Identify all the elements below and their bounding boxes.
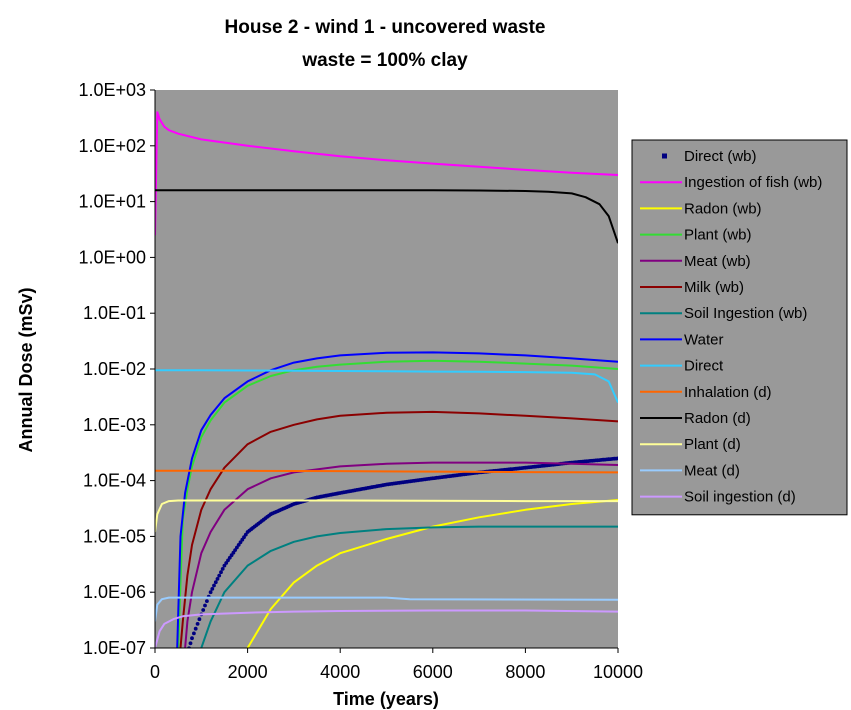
data-point	[208, 590, 213, 595]
series-line-radon-d	[155, 189, 618, 244]
legend-label: Radon (wb)	[684, 200, 762, 217]
y-tick-label: 1.0E-05	[83, 526, 146, 546]
legend-label: Water	[684, 331, 723, 348]
data-point	[192, 631, 196, 636]
data-point	[616, 456, 618, 461]
data-point	[219, 570, 223, 575]
y-tick-label: 1.0E-06	[83, 582, 146, 602]
chart-subtitle: waste = 100% clay	[301, 50, 468, 71]
series-line-direct	[155, 369, 618, 404]
legend-box	[631, 139, 848, 516]
data-point	[195, 622, 200, 626]
legend-label: Plant (d)	[684, 436, 741, 453]
x-axis-title: Time (years)	[333, 689, 439, 709]
y-tick-label: 1.0E-07	[83, 638, 146, 658]
data-point	[213, 580, 218, 585]
legend-label: Direct	[684, 358, 724, 375]
x-tick-label: 2000	[228, 662, 268, 682]
legend-label: Ingestion of fish (wb)	[684, 174, 822, 191]
legend-label: Direct (wb)	[684, 148, 757, 165]
y-axis-title: Annual Dose (mSv)	[16, 287, 36, 452]
x-tick-label: 8000	[505, 662, 545, 682]
y-tick-label: 1.0E+02	[78, 136, 146, 156]
x-tick-label: 6000	[413, 662, 453, 682]
data-point	[205, 599, 209, 603]
legend-swatch	[662, 153, 667, 159]
legend-label: Inhalation (d)	[684, 384, 772, 401]
data-point	[190, 636, 194, 641]
series-line-ingestion-of-fish-wb	[155, 111, 618, 236]
axes-layer: 1.0E-07 1.0E-06 1.0E-05 1.0E-04 1.0E-03 1.0E-…	[78, 80, 643, 682]
data-point	[217, 573, 222, 578]
data-point	[188, 641, 193, 646]
y-tick-label: 1.0E-01	[83, 303, 146, 323]
data-point	[215, 577, 220, 581]
y-tick-label: 1.0E+01	[78, 192, 146, 212]
y-tick-label: 1.0E+00	[78, 247, 146, 267]
series-line-plant-d	[155, 499, 618, 533]
data-point	[210, 587, 215, 591]
series-line-water	[176, 351, 618, 648]
series-line-soil-ingestion-d	[155, 609, 618, 648]
y-tick-label: 1.0E-02	[83, 359, 146, 379]
series-line-soil-ingestion-wb	[200, 525, 618, 648]
chart-title: House 2 - wind 1 - uncovered waste	[225, 17, 546, 38]
series-line-milk-wb	[179, 410, 618, 648]
data-point	[193, 626, 198, 631]
legend-label: Meat (wb)	[684, 253, 751, 270]
x-tick-label: 10000	[593, 662, 643, 682]
data-point	[186, 652, 190, 656]
series-line-radon-wb	[246, 499, 618, 648]
data-point	[212, 583, 216, 588]
legend: Direct (wb) Ingestion of fish (wb) Radon (…	[631, 139, 848, 516]
series-line-inhalation-d	[155, 469, 618, 474]
y-tick-label: 1.0E+03	[78, 80, 146, 100]
data-point	[203, 603, 207, 608]
legend-label: Meat (d)	[684, 462, 740, 479]
legend-label: Soil ingestion (d)	[684, 489, 796, 506]
legend-label: Soil Ingestion (wb)	[684, 305, 807, 322]
y-tick-label: 1.0E-04	[83, 471, 146, 491]
series-layer	[155, 111, 618, 656]
series-line-meat-wb	[184, 461, 618, 648]
y-tick-label: 1.0E-03	[83, 415, 146, 435]
data-point	[197, 617, 202, 622]
legend-label: Milk (wb)	[684, 279, 744, 296]
series-line-meat-d	[155, 596, 618, 622]
legend-label: Plant (wb)	[684, 227, 752, 244]
x-tick-label: 0	[150, 662, 160, 682]
data-point	[220, 567, 225, 571]
legend-label: Radon (d)	[684, 410, 751, 427]
x-tick-label: 4000	[320, 662, 360, 682]
data-point	[201, 608, 206, 612]
